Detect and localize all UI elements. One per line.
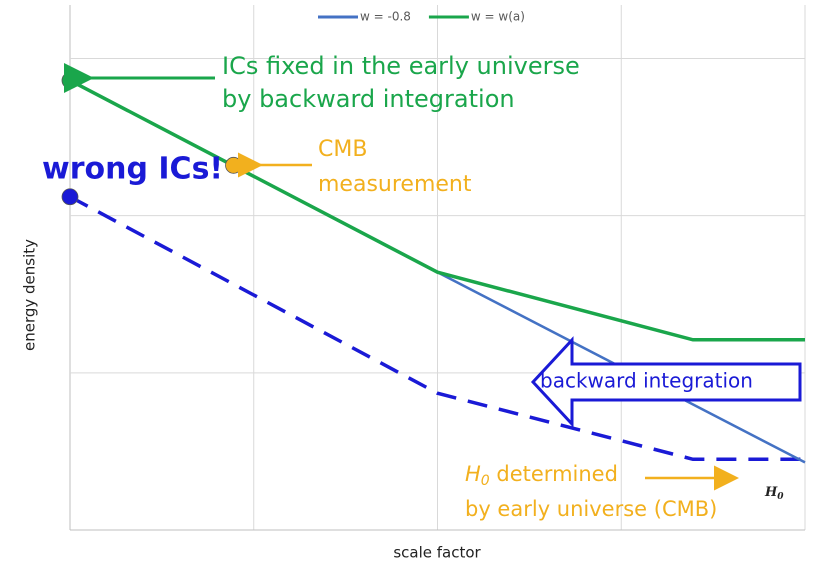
grid <box>69 5 806 531</box>
annotation-part: determined <box>490 462 618 486</box>
point <box>225 156 242 174</box>
annotation-part: H <box>764 485 778 500</box>
annotation-part: H <box>465 462 481 486</box>
annotation: H0 determined <box>465 462 618 489</box>
annotation: backward integration <box>540 369 753 393</box>
annotation: ICs fixed in the early universe <box>222 52 580 80</box>
x-axis-label: scale factor <box>393 544 481 562</box>
annotation-part: 0 <box>481 473 490 489</box>
annotation: wrong ICs! <box>42 152 223 187</box>
legend-label: w = -0.8 <box>360 10 411 24</box>
point <box>61 72 79 89</box>
block-arrow <box>530 336 802 428</box>
y-axis-label: energy density <box>21 239 39 351</box>
annotation-part: 0 <box>777 492 784 502</box>
plot <box>61 72 806 464</box>
annotation: by backward integration <box>222 85 515 113</box>
point <box>61 188 79 206</box>
annotation: by early universe (CMB) <box>465 497 717 521</box>
annotation: CMB <box>318 137 367 162</box>
legend: w = -0.8 w = w(a) <box>318 10 525 24</box>
dashed-line <box>69 195 805 462</box>
annotation: measurement <box>318 172 472 197</box>
legend-label: w = w(a) <box>471 10 525 24</box>
annotation: H0 <box>764 485 784 502</box>
